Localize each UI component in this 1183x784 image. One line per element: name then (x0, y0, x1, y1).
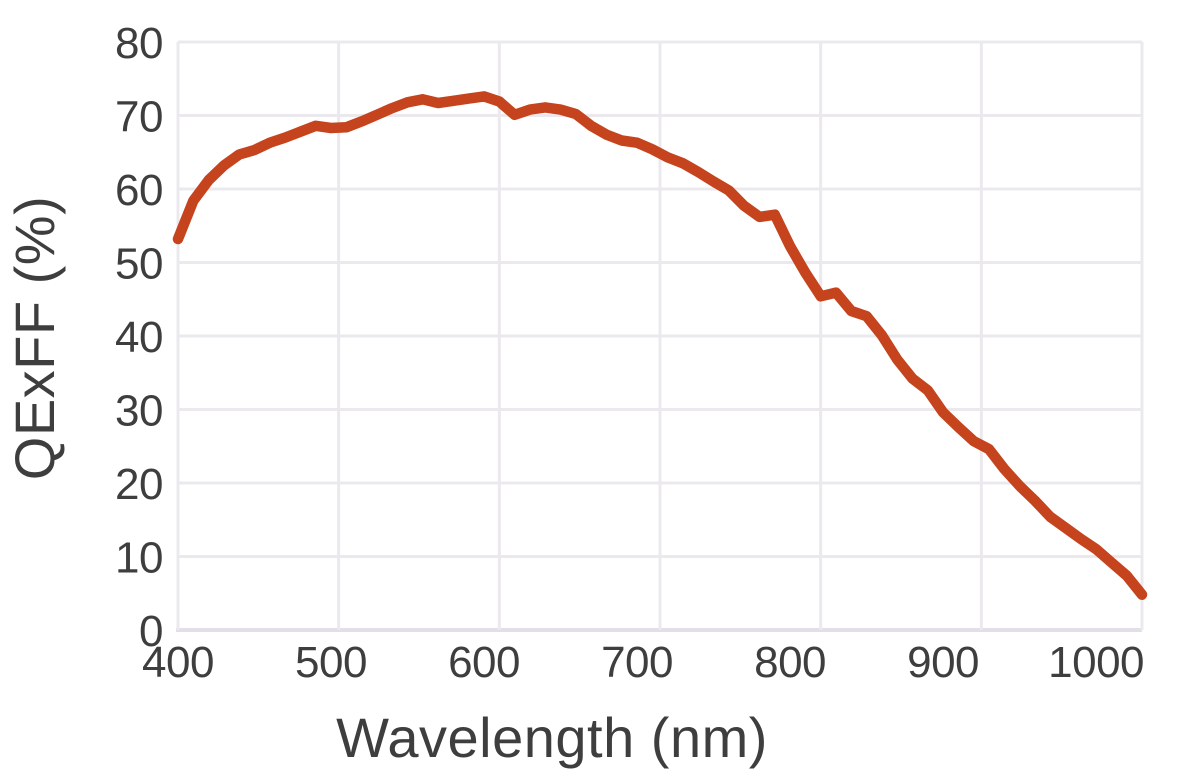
y-tick-label-80: 80 (115, 19, 163, 68)
x-tick-label-400: 400 (142, 638, 214, 687)
y-tick-labels: 0 10 20 30 40 50 60 70 80 (115, 19, 163, 656)
y-tick-label-20: 20 (115, 460, 163, 509)
x-tick-label-500: 500 (295, 638, 367, 687)
y-tick-label-40: 40 (115, 313, 163, 362)
y-tick-label-70: 70 (115, 93, 163, 142)
x-tick-label-1000: 1000 (1048, 638, 1144, 687)
x-axis-title: Wavelength (nm) (336, 706, 768, 769)
y-axis-title: QExFF (%) (3, 196, 66, 480)
qe-curve (172, 91, 1148, 600)
y-tick-label-30: 30 (115, 387, 163, 436)
y-tick-label-60: 60 (115, 166, 163, 215)
x-tick-label-800: 800 (754, 638, 826, 687)
y-tick-label-50: 50 (115, 240, 163, 289)
x-tick-label-600: 600 (448, 638, 520, 687)
x-tick-labels: 400 500 600 700 800 900 1000 (142, 638, 1145, 687)
x-tick-label-900: 900 (907, 638, 979, 687)
x-tick-label-700: 700 (601, 638, 673, 687)
y-tick-label-0: 0 (139, 607, 163, 656)
vertical-gridlines (176, 42, 1144, 630)
y-tick-label-10: 10 (115, 534, 163, 583)
